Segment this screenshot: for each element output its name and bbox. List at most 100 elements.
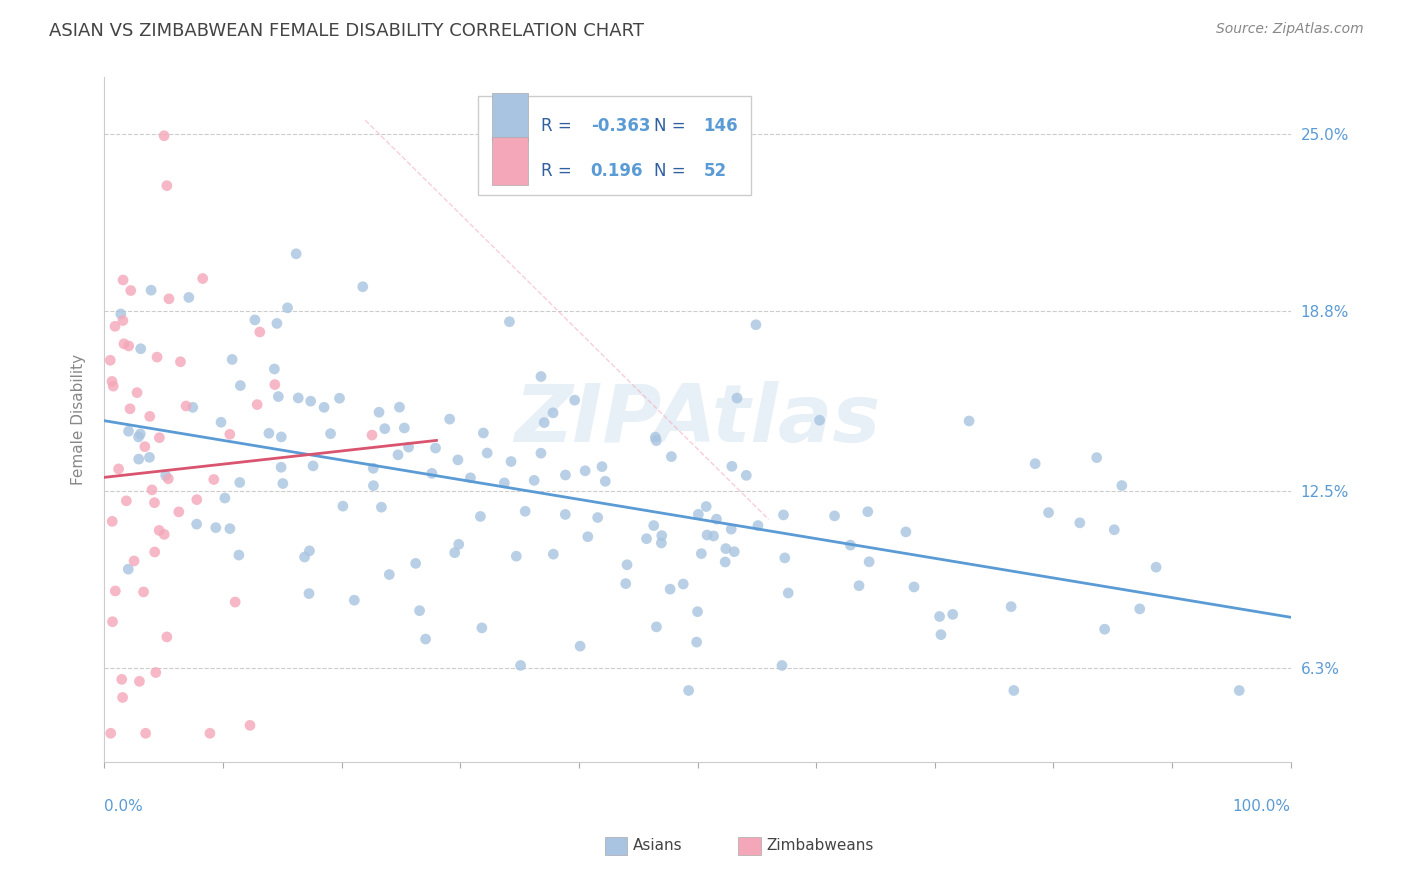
- Point: [129, 342, 152, 356]
- Text: ASIAN VS ZIMBABWEAN FEMALE DISABILITY CORRELATION CHART: ASIAN VS ZIMBABWEAN FEMALE DISABILITY CO…: [49, 22, 644, 40]
- Point: [112, 273, 135, 287]
- Point: [645, 434, 668, 448]
- Text: Asians: Asians: [633, 838, 682, 853]
- Point: [541, 406, 564, 420]
- Point: [614, 576, 637, 591]
- Point: [856, 505, 879, 519]
- Point: [167, 505, 190, 519]
- Point: [157, 472, 180, 486]
- Point: [576, 530, 599, 544]
- Point: [808, 413, 831, 427]
- Point: [115, 493, 138, 508]
- Text: -0.363: -0.363: [591, 117, 650, 136]
- Point: [263, 377, 285, 392]
- Point: [229, 378, 252, 392]
- Point: [636, 532, 658, 546]
- Point: [267, 390, 290, 404]
- Point: [219, 522, 242, 536]
- Point: [747, 518, 769, 533]
- Point: [1129, 602, 1152, 616]
- Point: [134, 440, 156, 454]
- Point: [695, 500, 717, 514]
- Point: [111, 690, 134, 705]
- Point: [363, 478, 385, 492]
- Point: [714, 541, 737, 556]
- Point: [186, 517, 208, 532]
- Point: [299, 394, 322, 409]
- Point: [772, 508, 794, 522]
- Point: [443, 546, 465, 560]
- Point: [515, 504, 537, 518]
- Point: [146, 350, 169, 364]
- Point: [586, 510, 609, 524]
- Point: [564, 393, 586, 408]
- Point: [720, 522, 742, 536]
- Point: [696, 528, 718, 542]
- Point: [135, 726, 157, 740]
- Point: [111, 313, 134, 327]
- Point: [155, 468, 177, 483]
- Point: [263, 362, 285, 376]
- Point: [204, 520, 226, 534]
- Point: [405, 557, 427, 571]
- Bar: [492, 93, 527, 141]
- Point: [287, 391, 309, 405]
- Point: [1104, 523, 1126, 537]
- Text: Zimbabweans: Zimbabweans: [766, 838, 873, 853]
- Point: [98, 353, 121, 368]
- Point: [543, 547, 565, 561]
- Text: 52: 52: [703, 161, 727, 180]
- Text: 0.196: 0.196: [591, 161, 643, 180]
- Point: [388, 400, 411, 414]
- Point: [132, 585, 155, 599]
- Point: [530, 369, 553, 384]
- Point: [101, 615, 124, 629]
- Point: [319, 426, 342, 441]
- Point: [651, 528, 673, 542]
- Point: [714, 555, 737, 569]
- Point: [574, 464, 596, 478]
- Point: [690, 547, 713, 561]
- Point: [100, 726, 122, 740]
- Point: [110, 307, 132, 321]
- Text: R =: R =: [541, 117, 576, 136]
- Point: [239, 718, 262, 732]
- Point: [271, 476, 294, 491]
- Bar: [492, 137, 527, 186]
- Point: [659, 582, 682, 596]
- Point: [1002, 683, 1025, 698]
- Point: [118, 339, 141, 353]
- Point: [470, 509, 492, 524]
- Point: [202, 473, 225, 487]
- Point: [1144, 560, 1167, 574]
- Point: [645, 620, 668, 634]
- Point: [1000, 599, 1022, 614]
- Point: [721, 459, 744, 474]
- Point: [848, 579, 870, 593]
- Point: [118, 401, 141, 416]
- Point: [249, 325, 271, 339]
- Point: [104, 583, 127, 598]
- Point: [143, 496, 166, 510]
- Point: [257, 426, 280, 441]
- Point: [103, 379, 125, 393]
- Point: [499, 454, 522, 468]
- Point: [773, 550, 796, 565]
- Point: [368, 405, 391, 419]
- Text: 0.0%: 0.0%: [104, 799, 143, 814]
- Point: [332, 499, 354, 513]
- Point: [224, 595, 246, 609]
- Point: [824, 508, 846, 523]
- Point: [723, 544, 745, 558]
- Point: [229, 475, 252, 490]
- Point: [221, 352, 243, 367]
- Point: [498, 315, 520, 329]
- Point: [243, 313, 266, 327]
- Point: [903, 580, 925, 594]
- Point: [928, 609, 950, 624]
- Point: [111, 673, 134, 687]
- Point: [735, 468, 758, 483]
- Point: [1085, 450, 1108, 465]
- Point: [688, 508, 710, 522]
- Point: [650, 536, 672, 550]
